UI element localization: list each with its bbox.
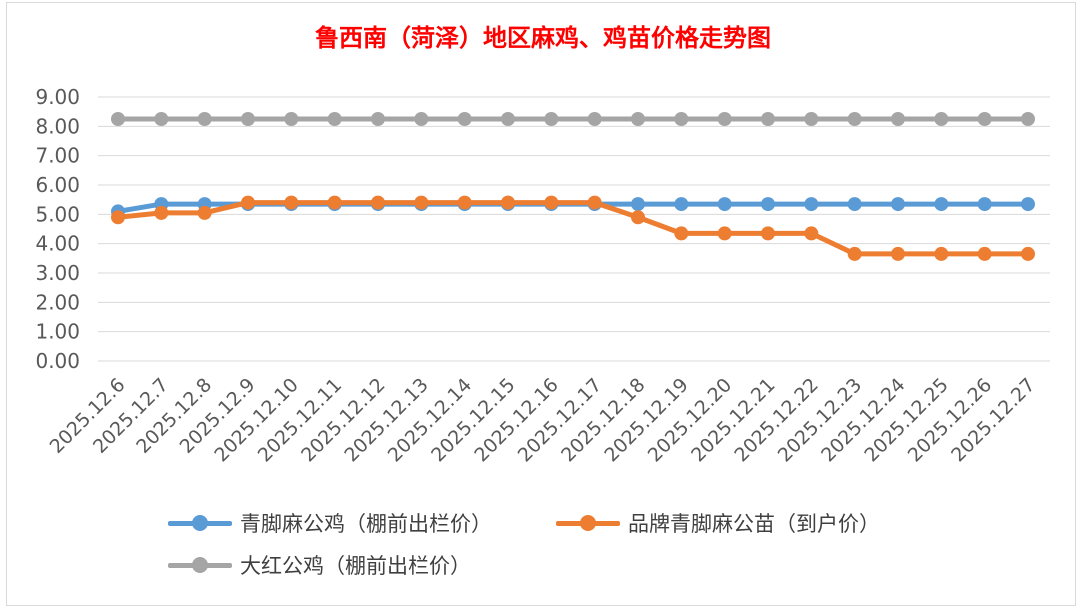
data-point bbox=[761, 112, 775, 126]
data-point bbox=[934, 197, 949, 212]
data-point bbox=[717, 197, 732, 212]
data-point bbox=[977, 246, 992, 261]
data-point bbox=[327, 112, 342, 126]
data-point bbox=[977, 197, 992, 212]
data-point bbox=[544, 195, 559, 210]
data-point bbox=[847, 246, 862, 261]
data-point bbox=[414, 195, 429, 210]
data-point bbox=[154, 112, 169, 126]
data-point bbox=[674, 226, 689, 241]
data-point bbox=[241, 112, 255, 126]
legend-item-series-1: 青脚麻公鸡（棚前出栏价） bbox=[168, 508, 492, 538]
data-point bbox=[804, 112, 819, 126]
legend-label: 大红公鸡（棚前出栏价） bbox=[240, 554, 471, 578]
legend-label: 青脚麻公鸡（棚前出栏价） bbox=[240, 512, 492, 536]
y-tick-label: 4.00 bbox=[35, 232, 80, 256]
data-point bbox=[501, 195, 515, 210]
data-point bbox=[587, 112, 602, 126]
data-point bbox=[1021, 246, 1035, 261]
series-line bbox=[115, 200, 1031, 257]
gridlines bbox=[98, 96, 1050, 362]
data-point bbox=[674, 197, 689, 212]
data-point bbox=[111, 210, 125, 225]
y-tick-label: 1.00 bbox=[35, 320, 80, 344]
x-axis-tick-labels: 2025.12.62025.12.72025.12.82025.12.92025… bbox=[46, 374, 1040, 466]
y-tick-label: 2.00 bbox=[35, 290, 80, 314]
legend-marker-gray bbox=[168, 555, 232, 575]
y-tick-label: 3.00 bbox=[35, 261, 80, 285]
y-tick-label: 7.00 bbox=[35, 144, 80, 168]
data-point bbox=[761, 197, 775, 212]
data-point bbox=[934, 246, 949, 261]
data-point bbox=[327, 195, 342, 210]
data-point bbox=[1021, 197, 1035, 212]
data-point bbox=[284, 195, 299, 210]
data-point bbox=[241, 195, 255, 210]
data-point bbox=[804, 197, 819, 212]
data-point bbox=[371, 195, 385, 210]
legend-item-series-2: 品牌青脚麻公苗（到户价） bbox=[556, 508, 880, 538]
y-tick-label: 0.00 bbox=[35, 349, 80, 373]
y-tick-label: 8.00 bbox=[35, 114, 80, 138]
data-point bbox=[544, 112, 559, 126]
y-tick-label: 6.00 bbox=[35, 173, 80, 197]
data-point bbox=[761, 226, 775, 241]
chart-frame bbox=[6, 2, 1076, 606]
series-2 bbox=[111, 195, 1035, 261]
series-3 bbox=[111, 112, 1035, 126]
data-point bbox=[804, 226, 819, 241]
data-point bbox=[197, 205, 212, 220]
data-point bbox=[501, 112, 515, 126]
data-point bbox=[457, 112, 472, 126]
legend-marker-blue bbox=[168, 513, 232, 533]
y-tick-label: 9.00 bbox=[35, 85, 80, 109]
data-point bbox=[631, 210, 645, 225]
legend-item-series-3: 大红公鸡（棚前出栏价） bbox=[168, 550, 471, 580]
data-point bbox=[1021, 112, 1035, 126]
data-point bbox=[891, 112, 905, 126]
legend-marker-orange bbox=[556, 513, 620, 533]
data-point bbox=[197, 112, 212, 126]
data-point bbox=[284, 112, 299, 126]
data-point bbox=[371, 112, 385, 126]
data-point bbox=[631, 197, 645, 212]
y-tick-label: 5.00 bbox=[35, 202, 80, 226]
data-point bbox=[457, 195, 472, 210]
data-point bbox=[934, 112, 949, 126]
data-point bbox=[891, 197, 905, 212]
data-point bbox=[891, 246, 905, 261]
data-point bbox=[977, 112, 992, 126]
data-point bbox=[587, 195, 602, 210]
y-axis-tick-labels: 0.00 1.00 2.00 3.00 4.00 5.00 6.00 7.00 8.00 9.00 bbox=[35, 85, 80, 373]
data-point bbox=[111, 112, 125, 126]
legend-label: 品牌青脚麻公苗（到户价） bbox=[628, 512, 880, 536]
data-point bbox=[631, 112, 645, 126]
data-point bbox=[847, 197, 862, 212]
data-point bbox=[717, 112, 732, 126]
data-point bbox=[674, 112, 689, 126]
chart-title: 鲁西南（菏泽）地区麻鸡、鸡苗价格走势图 bbox=[315, 23, 771, 52]
data-point bbox=[154, 205, 169, 220]
series-lines bbox=[111, 112, 1035, 261]
data-point bbox=[717, 226, 732, 241]
data-point bbox=[414, 112, 429, 126]
data-point bbox=[847, 112, 862, 126]
